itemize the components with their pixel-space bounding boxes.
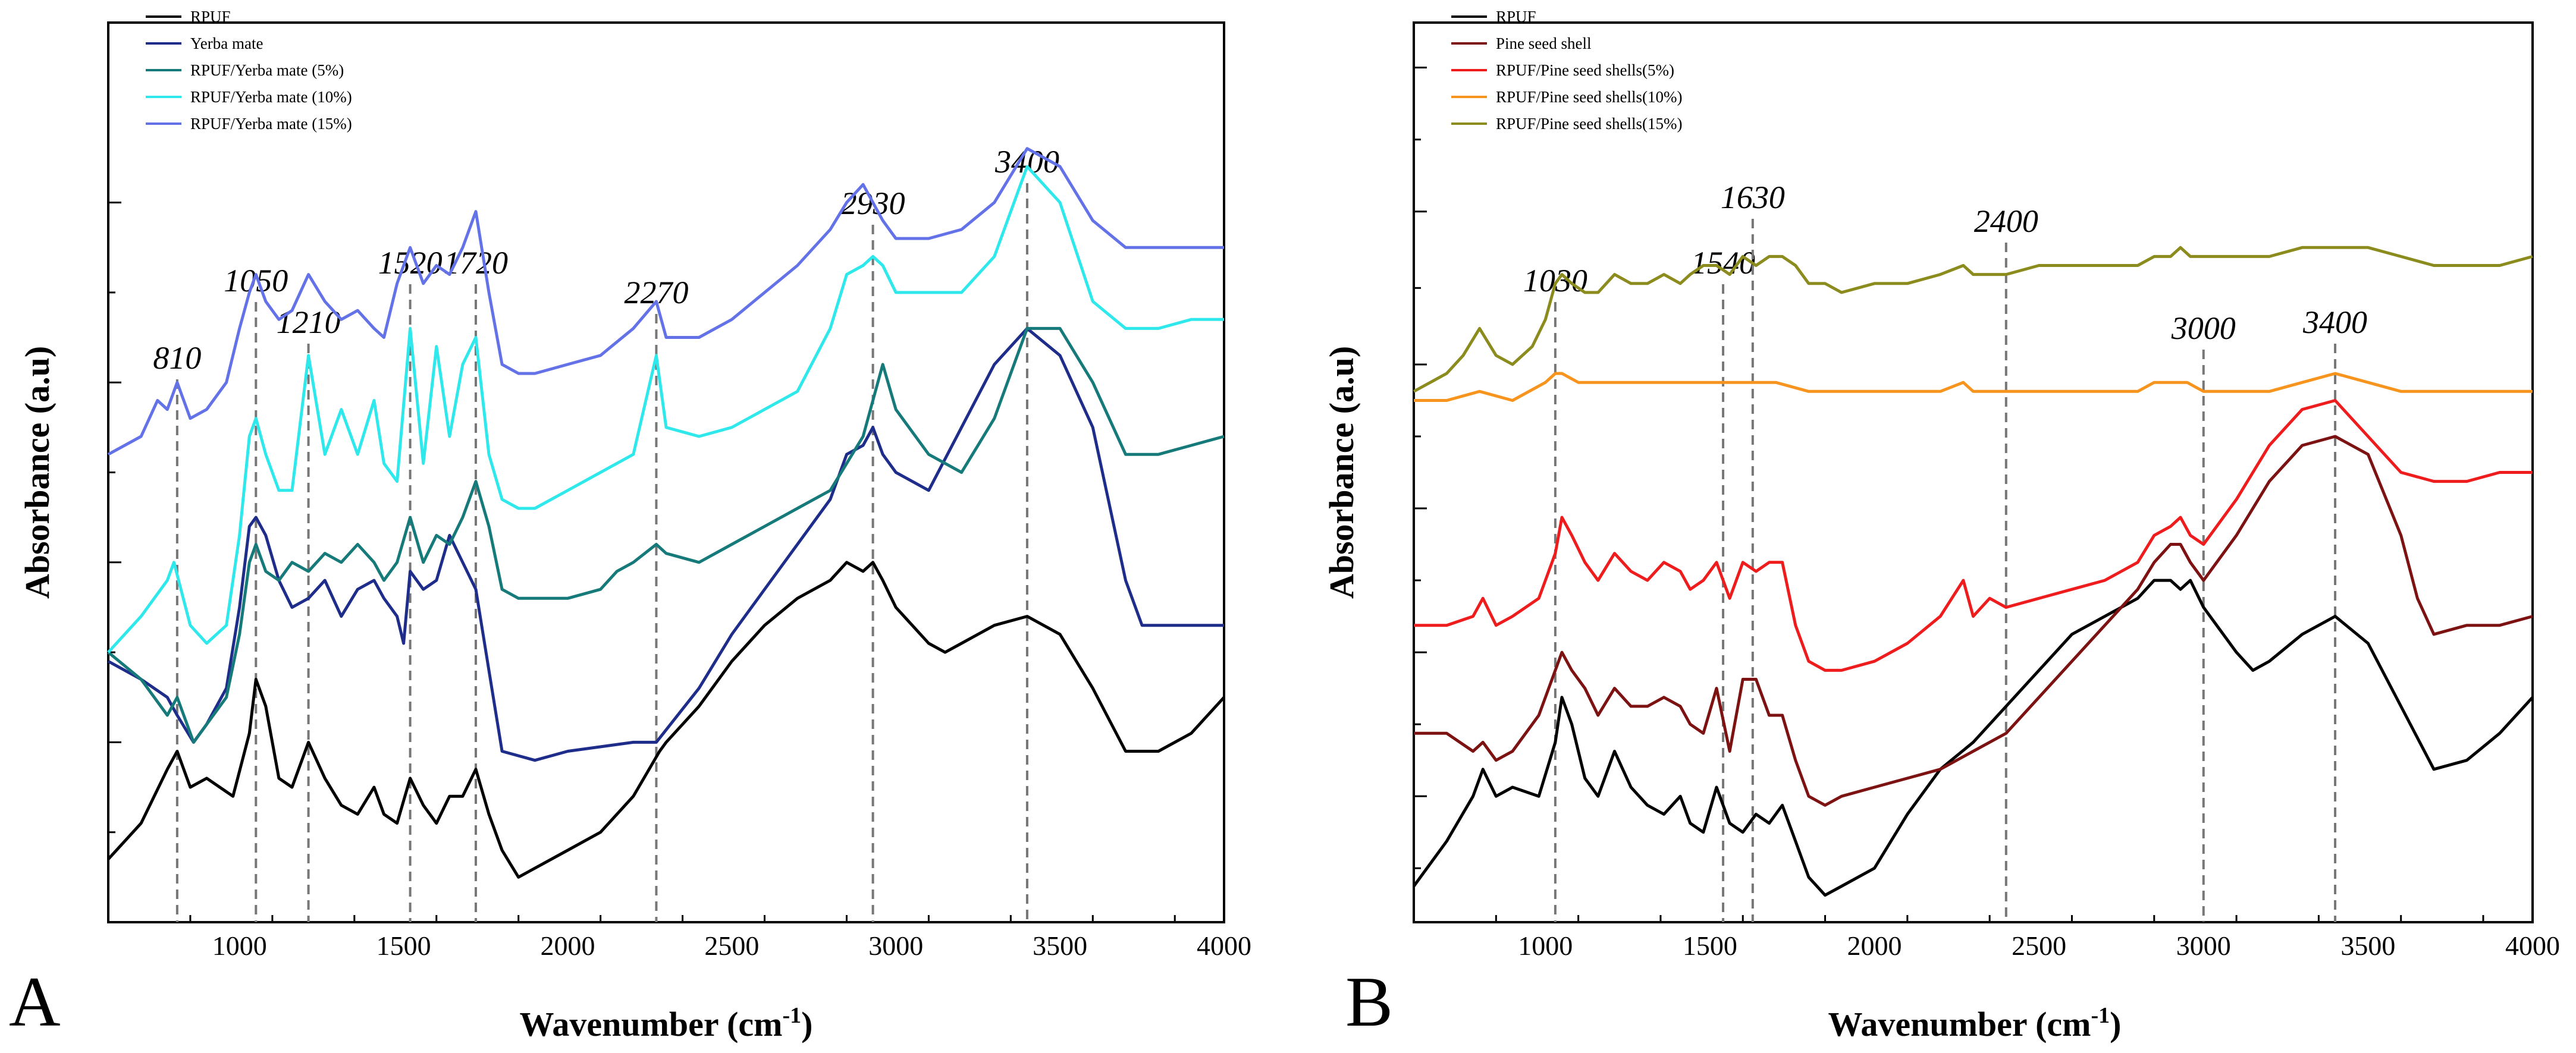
peak-label: 2400 [1974, 203, 2038, 239]
series-line [1414, 399, 2533, 672]
series-line [1414, 435, 2533, 807]
x-tick-label: 1500 [1683, 931, 1737, 961]
series-line [107, 147, 1224, 456]
x-tick-label: 1000 [1518, 931, 1573, 961]
peak-label: 3000 [2171, 310, 2236, 346]
series-line [1413, 246, 2533, 393]
x-tick-label: 2000 [540, 931, 595, 961]
x-tick-label: 3500 [1033, 931, 1087, 961]
legend-label: RPUF/Yerba mate (5%) [190, 61, 344, 79]
x-tick-label: 2500 [2012, 931, 2066, 961]
series-line [1412, 579, 2534, 897]
legend-label: RPUF [1496, 8, 1536, 26]
series-line [107, 326, 1225, 744]
x-tick-label: 3000 [868, 931, 923, 961]
peak-label: 1210 [277, 304, 341, 340]
panel-b-letter: B [1345, 962, 1393, 1041]
x-tick-label: 3500 [2340, 931, 2395, 961]
peak-label: 3400 [2302, 304, 2367, 340]
legend-label: RPUF/Pine seed shells(15%) [1496, 115, 1683, 133]
series-line [107, 326, 1224, 762]
legend-label: RPUF/Pine seed shells(10%) [1496, 88, 1683, 106]
x-axis-title: Wavenumber (cm-1) [520, 1003, 813, 1043]
x-tick-label: 1000 [212, 931, 267, 961]
x-tick-label: 4000 [2505, 931, 2560, 961]
x-tick-label: 3000 [2176, 931, 2231, 961]
legend-label: Yerba mate [190, 34, 263, 52]
legend-label: RPUF/Yerba mate (15%) [190, 115, 352, 133]
series-line [107, 165, 1224, 653]
y-axis-title: Absorbance (a.u) [18, 346, 57, 599]
x-tick-label: 2000 [1847, 931, 1902, 961]
series-line [1414, 372, 2533, 402]
x-tick-label: 4000 [1197, 931, 1251, 961]
peak-label: 1050 [224, 263, 288, 298]
x-axis-title: Wavenumber (cm-1) [1828, 1003, 2122, 1043]
peak-label: 1630 [1721, 180, 1785, 215]
x-tick-label: 1500 [376, 931, 431, 961]
peak-label: 810 [153, 340, 201, 376]
panel-b-chart: 1000 1500 2000 2500 3000 3500 4000 Wavenumber (… [1322, 8, 2560, 1043]
legend-label: RPUF/Yerba mate (10%) [190, 88, 352, 106]
x-tick-label: 2500 [704, 931, 759, 961]
panel-a-letter: A [9, 962, 61, 1041]
y-axis-title: Absorbance (a.u) [1322, 346, 1361, 599]
legend-label: RPUF/Pine seed shells(5%) [1496, 61, 1674, 79]
panel-a-chart: 1000 1500 2000 2500 3000 3500 4000 Wavenumber (… [18, 8, 1251, 1043]
peak-label: 1720 [444, 245, 508, 281]
legend-label: Pine seed shell [1496, 34, 1591, 52]
plot-frame [1413, 21, 2534, 923]
legend-label: RPUF [190, 8, 231, 26]
peak-label: 1540 [1691, 245, 1755, 281]
series-line [107, 561, 1225, 879]
peak-label: 1030 [1523, 263, 1587, 298]
